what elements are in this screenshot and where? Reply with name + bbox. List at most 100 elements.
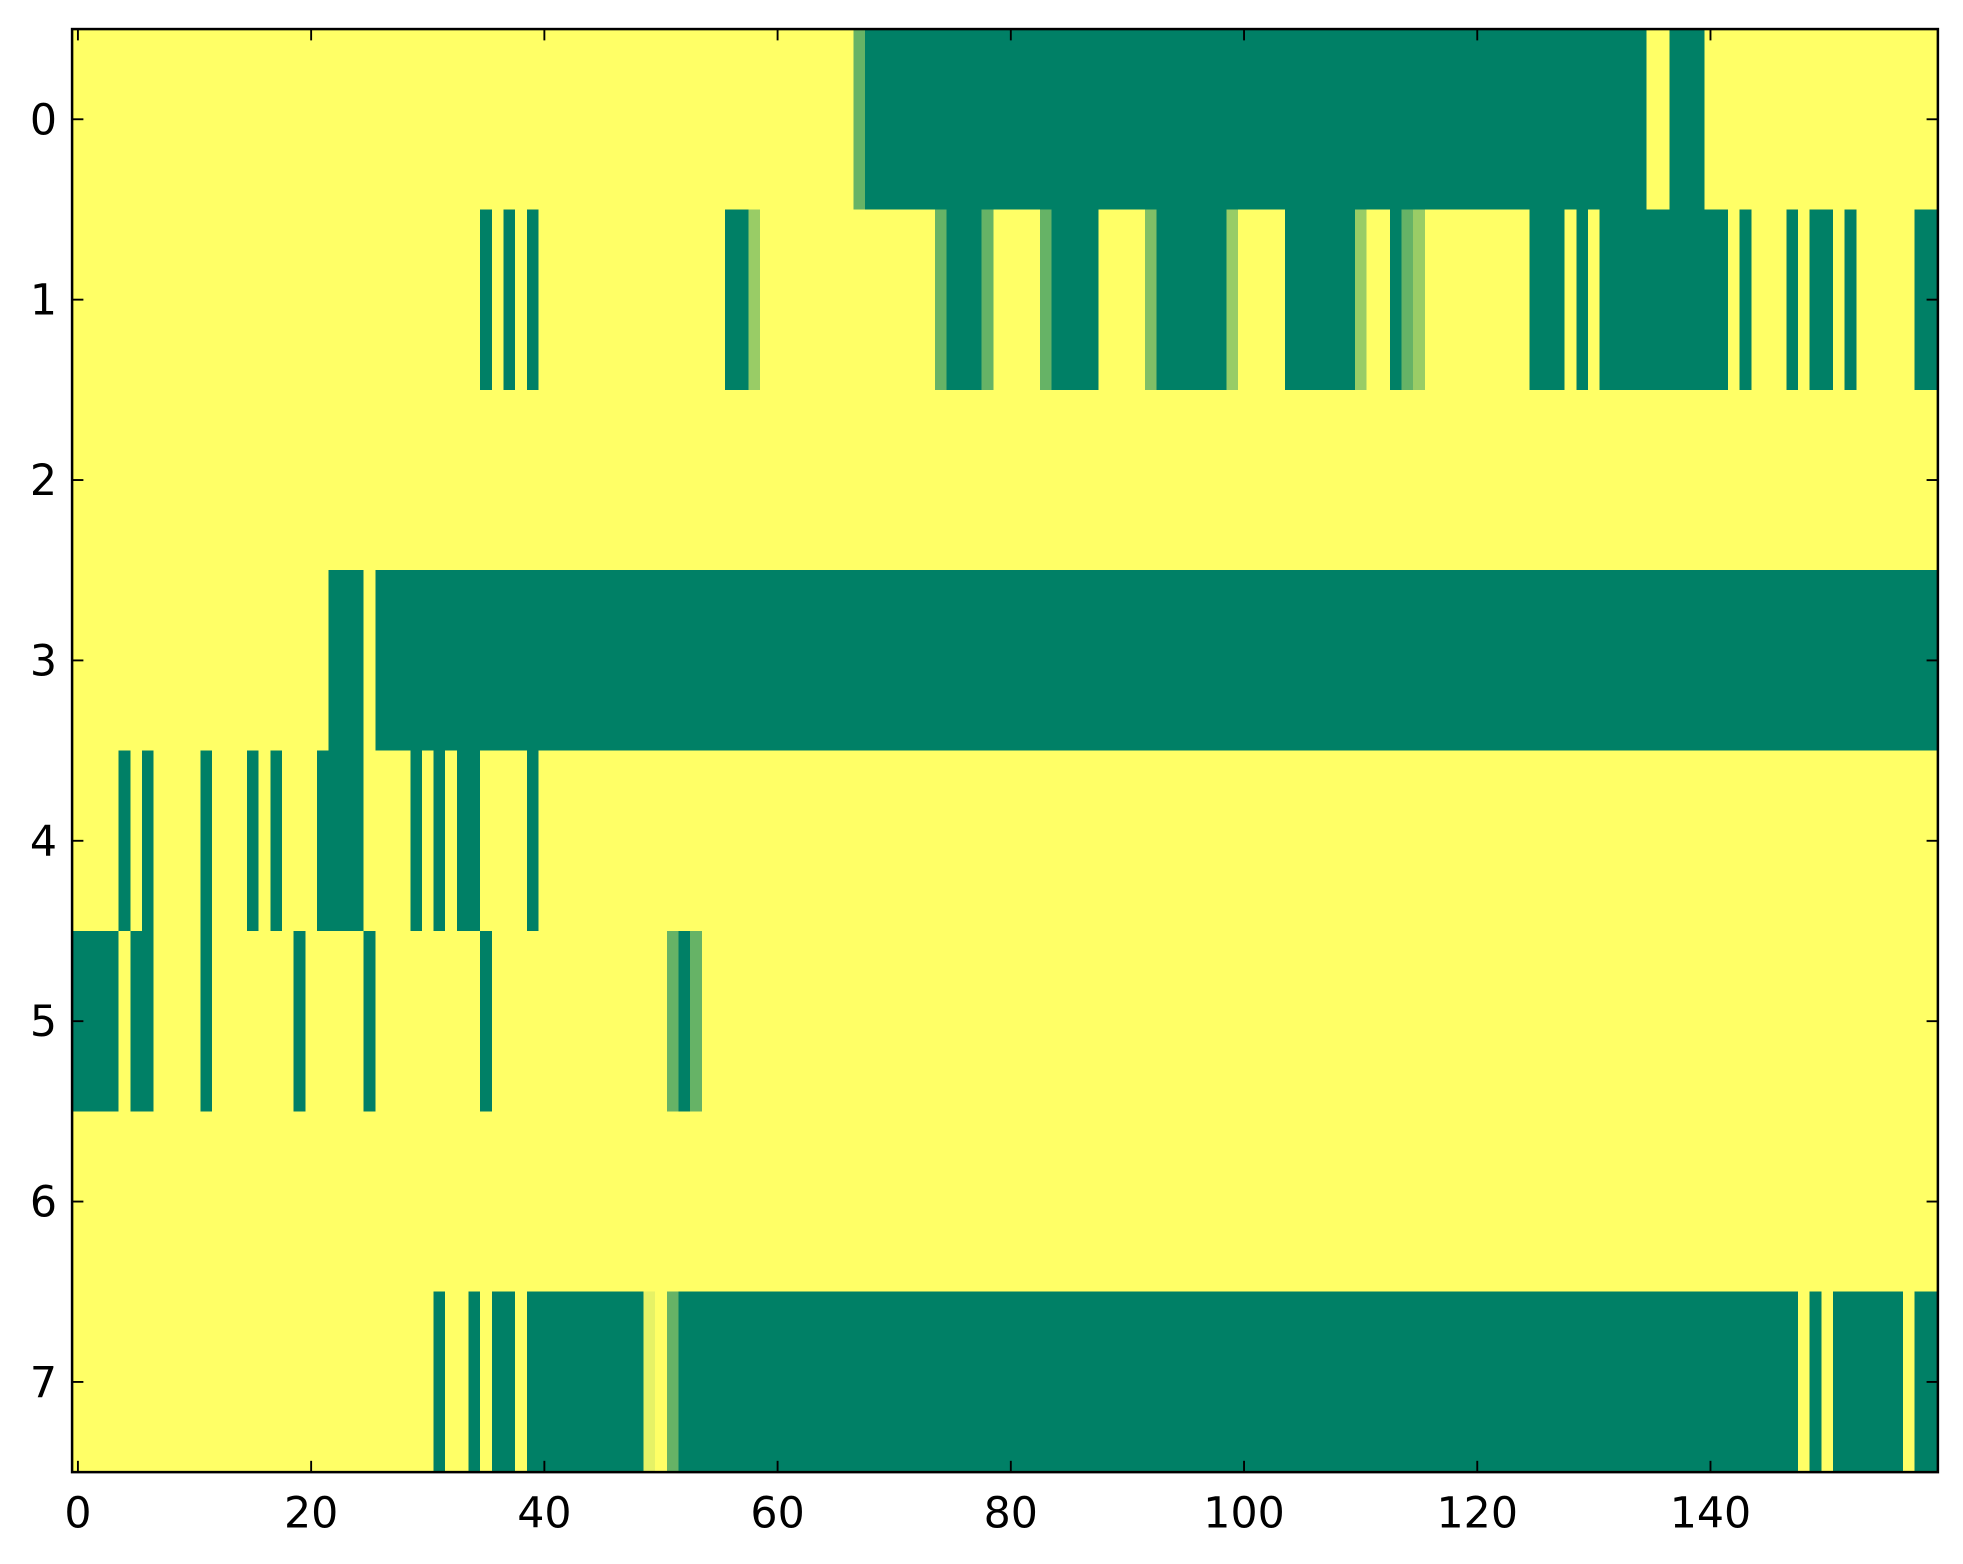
- heatmap-cell: [1727, 1111, 1741, 1293]
- heatmap-cell: [1891, 930, 1904, 1113]
- heatmap-cell: [1074, 209, 1088, 391]
- heatmap-cell: [725, 29, 738, 211]
- heatmap-cell: [1366, 930, 1379, 1113]
- heatmap-cell: [1494, 570, 1508, 752]
- heatmap-cell: [1832, 1291, 1846, 1473]
- heatmap-cell: [1308, 930, 1321, 1113]
- heatmap-cell: [1179, 1111, 1193, 1293]
- heatmap-cell: [1832, 1111, 1846, 1293]
- heatmap-cell: [1226, 389, 1239, 571]
- heatmap-cell: [142, 209, 155, 391]
- heatmap-cell: [841, 1111, 855, 1293]
- heatmap-cell: [1424, 209, 1438, 391]
- x-tick-label: 120: [1437, 1488, 1518, 1538]
- heatmap-cell: [480, 209, 493, 391]
- heatmap-cell: [1809, 750, 1823, 932]
- heatmap-cell: [1506, 570, 1519, 752]
- heatmap-cell: [701, 389, 715, 571]
- heatmap-cell: [1658, 1291, 1671, 1473]
- heatmap-cell: [958, 29, 971, 211]
- heatmap-cell: [1692, 750, 1706, 932]
- heatmap-cell: [1599, 29, 1613, 211]
- heatmap-cell: [1144, 1111, 1158, 1293]
- heatmap-cell: [1891, 389, 1904, 571]
- heatmap-cell: [1296, 29, 1309, 211]
- heatmap-cell: [736, 29, 750, 211]
- heatmap-cell: [1891, 1111, 1904, 1293]
- heatmap-cell: [305, 1111, 318, 1293]
- heatmap-cell: [1144, 1291, 1158, 1473]
- heatmap-cell: [1844, 930, 1858, 1113]
- heatmap-cell: [713, 389, 726, 571]
- heatmap-cell: [177, 29, 190, 211]
- heatmap-cell: [130, 930, 143, 1113]
- heatmap-cell: [1867, 389, 1881, 571]
- heatmap-cell: [212, 930, 225, 1113]
- heatmap-cell: [491, 1111, 505, 1293]
- heatmap-cell: [1832, 570, 1846, 752]
- heatmap-cell: [1751, 750, 1764, 932]
- heatmap-cell: [876, 29, 890, 211]
- heatmap-cell: [1518, 389, 1531, 571]
- heatmap-cell: [1681, 930, 1694, 1113]
- heatmap-cell: [1553, 1291, 1566, 1473]
- heatmap-cell: [1343, 750, 1356, 932]
- heatmap-cell: [386, 570, 400, 752]
- heatmap-cell: [1599, 570, 1613, 752]
- heatmap-cell: [1623, 930, 1636, 1113]
- heatmap-cell: [561, 29, 575, 211]
- heatmap-cell: [655, 570, 668, 752]
- heatmap-cell: [1774, 1291, 1788, 1473]
- heatmap-cell: [1902, 1291, 1916, 1473]
- heatmap-cell: [1144, 29, 1158, 211]
- heatmap-cell: [1238, 750, 1251, 932]
- heatmap-cell: [888, 389, 901, 571]
- heatmap-cell: [1436, 29, 1449, 211]
- heatmap-cell: [1634, 1111, 1648, 1293]
- heatmap-cell: [1588, 389, 1601, 571]
- heatmap-cell: [1448, 209, 1461, 391]
- heatmap-cell: [340, 1111, 353, 1293]
- heatmap-cell: [165, 1111, 178, 1293]
- heatmap-cell: [1588, 209, 1601, 391]
- heatmap-cell: [1727, 570, 1741, 752]
- heatmap-cell: [888, 930, 901, 1113]
- heatmap-cell: [631, 389, 645, 571]
- heatmap-cell: [480, 570, 493, 752]
- heatmap-cell: [935, 209, 948, 391]
- heatmap-cell: [561, 389, 575, 571]
- heatmap-cell: [1238, 389, 1251, 571]
- heatmap-cell: [1716, 1291, 1729, 1473]
- heatmap-cell: [1797, 750, 1811, 932]
- heatmap-cell: [258, 389, 272, 571]
- heatmap-cell: [830, 209, 843, 391]
- heatmap-cell: [1634, 570, 1648, 752]
- heatmap-cell: [200, 570, 213, 752]
- heatmap-cell: [1658, 930, 1671, 1113]
- heatmap-cell: [1692, 29, 1706, 211]
- heatmap-cell: [1133, 930, 1146, 1113]
- heatmap-cell: [1914, 750, 1927, 932]
- heatmap-cell: [690, 389, 703, 571]
- heatmap-cell: [83, 750, 97, 932]
- heatmap-cell: [1727, 389, 1741, 571]
- heatmap-cell: [608, 389, 621, 571]
- heatmap-cell: [1634, 1291, 1648, 1473]
- heatmap-cell: [526, 1291, 540, 1473]
- heatmap-cell: [1028, 1291, 1041, 1473]
- heatmap-cell: [1483, 29, 1496, 211]
- heatmap-cell: [1529, 930, 1543, 1113]
- heatmap-cell: [1914, 1111, 1927, 1293]
- heatmap-cell: [1623, 570, 1636, 752]
- heatmap-cell: [806, 750, 820, 932]
- heatmap-cell: [1541, 750, 1554, 932]
- heatmap-cell: [1191, 209, 1204, 391]
- heatmap-cell: [1226, 29, 1239, 211]
- heatmap-cell: [1599, 1291, 1613, 1473]
- heatmap-cell: [1366, 209, 1379, 391]
- heatmap-cell: [235, 930, 248, 1113]
- heatmap-cell: [293, 1111, 307, 1293]
- heatmap-cell: [818, 209, 831, 391]
- heatmap-cell: [760, 930, 773, 1113]
- heatmap-cell: [340, 930, 353, 1113]
